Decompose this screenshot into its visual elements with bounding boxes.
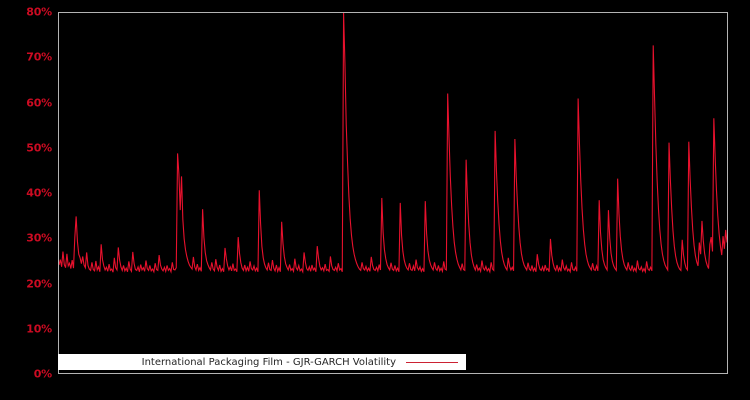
y-tick-label-50pct: 50% xyxy=(26,141,52,155)
volatility-series xyxy=(59,13,727,274)
y-tick-label-0pct: 0% xyxy=(33,367,52,381)
y-tick-label-40pct: 40% xyxy=(26,186,52,200)
y-tick-label-60pct: 60% xyxy=(26,96,52,109)
y-tick-label-70pct: 70% xyxy=(26,50,52,64)
chart-legend: International Packaging Film - GJR-GARCH… xyxy=(58,354,466,370)
y-tick-label-10pct: 10% xyxy=(26,322,52,336)
y-tick-label-30pct: 30% xyxy=(26,231,52,245)
legend-label: International Packaging Film - GJR-GARCH… xyxy=(141,356,396,368)
volatility-line xyxy=(59,13,727,274)
y-tick-label-80pct: 80% xyxy=(26,5,52,19)
y-axis: 80% 70% 60% 50% 40% 30% 20% 10% 0% xyxy=(0,0,58,400)
y-tick-label-20pct: 20% xyxy=(26,277,52,290)
plot-area xyxy=(58,12,728,374)
legend-line-swatch xyxy=(406,361,458,363)
